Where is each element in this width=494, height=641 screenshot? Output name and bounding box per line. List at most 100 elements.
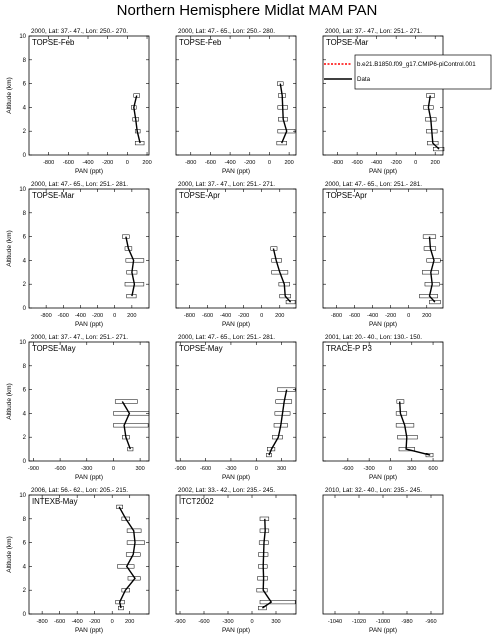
panel-frame (28, 341, 150, 462)
panel-frame (28, 188, 150, 309)
panel-header: 2000, Lat: 37.- 47., Lon: 251.- 271. (325, 28, 422, 35)
panel-11: 2002, Lat: 33.- 42., Lon: 235.- 245. ITCT… (174, 487, 297, 634)
panel-header: 2000, Lat: 37.- 47., Lon: 251.- 271. (31, 334, 128, 341)
error-box (121, 516, 130, 521)
campaign-label: TOPSE-Apr (179, 191, 220, 200)
x-axis-label: PAN (ppt) (222, 474, 250, 481)
x-tick-label: -600 (352, 160, 363, 166)
y-tick-label: 10 (19, 187, 26, 193)
error-box (266, 453, 272, 458)
x-tick-label: -600 (200, 466, 211, 472)
panel-frame (322, 494, 444, 615)
x-axis-label: PAN (ppt) (222, 321, 250, 328)
x-tick-label: -800 (37, 619, 48, 625)
panel-frame (28, 494, 150, 615)
y-tick-label: 6 (23, 541, 27, 547)
y-tick-label: 2 (23, 435, 27, 441)
campaign-label: TOPSE-Feb (32, 38, 75, 47)
panel-header: 2000, Lat: 37.- 47., Lon: 250.- 270. (31, 28, 128, 35)
y-tick-label: 4 (23, 105, 27, 111)
error-box (419, 294, 438, 299)
x-tick-label: -900 (174, 619, 185, 625)
x-tick-label: -400 (82, 160, 93, 166)
x-axis-label: PAN (ppt) (369, 321, 397, 328)
x-tick-label: 300 (277, 466, 286, 472)
x-tick-label: -600 (55, 466, 66, 472)
x-axis-label: PAN (ppt) (75, 168, 103, 175)
data-series-line (272, 248, 292, 303)
panel-header: 2000, Lat: 47.- 65., Lon: 251.- 281. (178, 334, 275, 341)
error-box (121, 588, 130, 593)
error-box (285, 300, 296, 305)
x-tick-label: 0 (255, 466, 258, 472)
x-tick-label: -300 (222, 619, 233, 625)
x-tick-label: 0 (113, 313, 116, 319)
x-tick-label: -400 (75, 313, 86, 319)
panel-header: 2000, Lat: 37.- 47., Lon: 251.- 271. (178, 181, 275, 188)
x-tick-label: -600 (349, 313, 360, 319)
campaign-label: TOPSE-Mar (326, 38, 369, 47)
panel-frame (175, 341, 297, 462)
panel-header: 2006, Lat: 56.- 62., Lon: 205.- 215. (31, 487, 128, 494)
x-tick-label: 300 (135, 466, 144, 472)
x-tick-label: 200 (127, 313, 136, 319)
panel-8: 2000, Lat: 47.- 65., Lon: 251.- 281. TOPS… (175, 334, 297, 481)
x-tick-label: 300 (407, 466, 416, 472)
panel-9: 2001, Lat: 20.- 40., Lon: 130.- 150. TRAC… (322, 334, 444, 481)
y-tick-label: 10 (19, 493, 26, 499)
campaign-label: ITCT2002 (179, 497, 214, 506)
data-series-line (262, 518, 273, 609)
panel-12: 2010, Lat: 32.- 40., Lon: 235.- 245. -104… (322, 487, 444, 634)
x-tick-label: -200 (244, 160, 255, 166)
x-tick-label: -200 (102, 160, 113, 166)
x-tick-label: -600 (54, 619, 65, 625)
error-box (113, 423, 149, 428)
x-axis-label: PAN (ppt) (222, 627, 250, 634)
x-tick-label: -400 (224, 160, 235, 166)
x-tick-label: 0 (111, 619, 114, 625)
x-tick-label: -300 (225, 466, 236, 472)
x-tick-label: 300 (271, 619, 280, 625)
error-box (113, 411, 150, 416)
campaign-label: TRACE-P P3 (326, 344, 372, 353)
y-tick-label: 6 (23, 82, 27, 88)
error-box (257, 576, 268, 581)
error-box (432, 147, 445, 152)
x-tick-label: -960 (425, 619, 436, 625)
x-axis-label: PAN (ppt) (369, 168, 397, 175)
panel-1: 2000, Lat: 37.- 47., Lon: 250.- 270. TOPS… (6, 28, 152, 175)
x-axis-label: PAN (ppt) (222, 168, 250, 175)
data-series-line (428, 236, 436, 303)
x-tick-label: -200 (89, 619, 100, 625)
data-series-line (268, 389, 288, 456)
x-tick-label: -400 (367, 313, 378, 319)
x-tick-label: 0 (126, 160, 129, 166)
x-tick-label: -1000 (376, 619, 390, 625)
panel-frame (322, 35, 444, 156)
y-tick-label: 8 (23, 364, 27, 370)
campaign-label: TOPSE-Feb (179, 38, 222, 47)
page-title: Northern Hemisphere Midlat MAM PAN (116, 2, 378, 19)
x-tick-label: -1020 (352, 619, 366, 625)
x-tick-label: 0 (268, 160, 271, 166)
panel-7: 2000, Lat: 37.- 47., Lon: 251.- 271. TOPS… (6, 334, 150, 481)
y-tick-label: 2 (23, 129, 27, 135)
y-axis-label: Altitude (km) (6, 383, 13, 419)
x-tick-label: 0 (414, 160, 417, 166)
y-tick-label: 0 (23, 306, 27, 312)
x-tick-label: -200 (92, 313, 103, 319)
panel-10: 2006, Lat: 56.- 62., Lon: 205.- 215. INTE… (6, 487, 150, 634)
x-tick-label: -200 (238, 313, 249, 319)
x-tick-label: -800 (43, 160, 54, 166)
panel-frame (175, 35, 297, 156)
error-box (117, 564, 135, 569)
campaign-label: INTEXB-May (32, 497, 78, 506)
x-tick-label: -300 (364, 466, 375, 472)
x-tick-label: 200 (142, 160, 151, 166)
panel-header: 2001, Lat: 20.- 40., Lon: 130.- 150. (325, 334, 422, 341)
error-box (125, 258, 145, 263)
data-series-line (399, 401, 431, 456)
x-tick-label: -600 (202, 313, 213, 319)
y-tick-label: 4 (23, 411, 27, 417)
panel-frame (322, 188, 444, 309)
